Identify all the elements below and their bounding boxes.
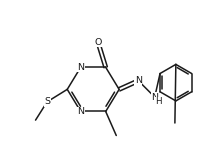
Text: N: N	[77, 107, 84, 116]
Text: H: H	[155, 97, 162, 106]
Text: O: O	[94, 38, 102, 47]
Text: S: S	[44, 97, 50, 106]
Text: N: N	[135, 76, 142, 85]
Text: N: N	[151, 92, 158, 102]
Text: N: N	[77, 63, 84, 72]
